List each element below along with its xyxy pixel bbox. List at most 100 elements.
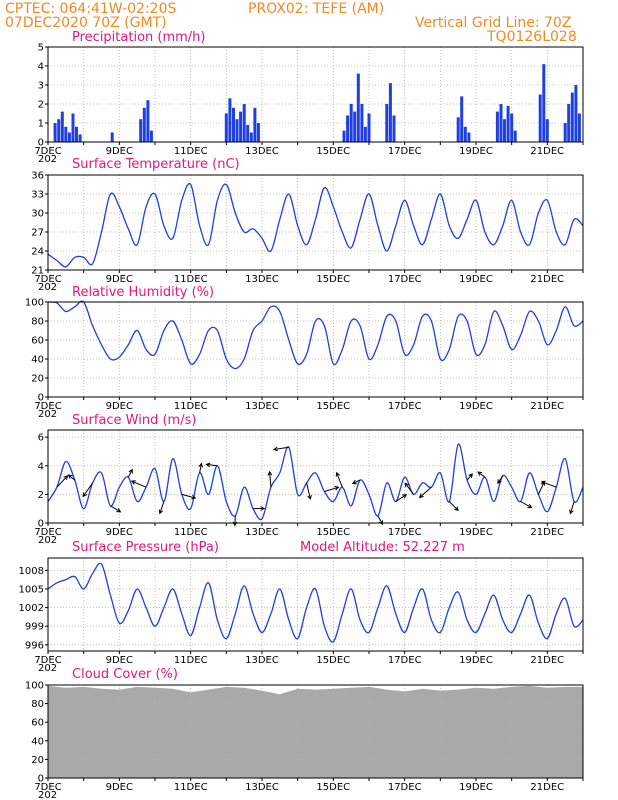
precip-bar [253, 107, 257, 142]
precip-bar [460, 96, 464, 142]
precip-bar [232, 107, 235, 142]
x-tick-label: 21DEC [530, 274, 564, 285]
precip-bar [545, 119, 549, 142]
wind-arrow [110, 505, 121, 513]
x-year-label: 202 [38, 663, 57, 674]
wind-arrow-head [454, 506, 459, 512]
wind-arrow-head [260, 506, 266, 511]
precip-bar [360, 104, 364, 142]
pressure-altitude: Model Altitude: 52.227 m [300, 540, 465, 555]
y-tick-label: 100 [25, 681, 44, 692]
y-tick-label: 5 [38, 43, 44, 54]
rh-series-line [47, 300, 584, 370]
x-tick-label: 13DEC [245, 782, 279, 793]
precip-bar [363, 126, 367, 142]
header-grid-line: Vertical Grid Line: 70Z [415, 15, 571, 31]
wind-arrow [541, 481, 557, 488]
header-date: 07DEC2020 70Z (GMT) [5, 15, 167, 31]
wind-arrow-head [191, 494, 197, 500]
y-tick-label: 0 [38, 393, 44, 404]
wind-arrow [269, 471, 272, 488]
wind-series-line [47, 443, 584, 521]
wind-title: Surface Wind (m/s) [72, 413, 196, 428]
x-tick-label: 17DEC [388, 401, 422, 412]
precip-bar [495, 111, 499, 142]
precip-bar [242, 104, 246, 142]
x-tick-label: 11DEC [174, 782, 208, 793]
rh-title: Relative Humidity (%) [72, 285, 214, 300]
precip-bar [503, 119, 506, 142]
precip-bar [570, 92, 574, 142]
precip-bar [228, 98, 232, 142]
precip-bar [506, 105, 510, 142]
wind-arrow-head [82, 492, 88, 498]
x-tick-label: 15DEC [316, 655, 350, 666]
y-tick-label: 21 [31, 266, 44, 277]
y-tick-label: 0 [38, 138, 44, 149]
precip-bar [538, 94, 542, 142]
x-tick-label: 13DEC [245, 401, 279, 412]
precip-bar [71, 113, 75, 142]
y-tick-label: 1008 [19, 566, 44, 577]
precip-bar [388, 83, 392, 142]
temp-frame [47, 174, 584, 271]
x-tick-label: 17DEC [388, 782, 422, 793]
precip-bar [60, 111, 64, 142]
y-tick-label: 80 [31, 317, 44, 328]
wind-arrow-head [128, 468, 133, 474]
wind-arrow [306, 482, 311, 500]
pressure-series-line [47, 562, 584, 643]
precip-bar [392, 115, 396, 142]
rh-panel: 0 20 40 60 80 100 7DEC 9DEC 11DEC 13DEC 15DEC 17DEC… [25, 298, 584, 420]
y-tick-label: 2 [38, 100, 44, 111]
y-tick-label: 36 [31, 171, 44, 182]
x-year-label: 202 [38, 154, 57, 165]
precip-bar [149, 130, 153, 142]
header-model: TQ0126L028 [486, 29, 577, 45]
x-tick-label: 7DEC [34, 146, 61, 157]
x-tick-label: 7DEC [34, 274, 61, 285]
wind-arrow-head [116, 508, 122, 513]
x-tick-label: 17DEC [388, 655, 422, 666]
y-tick-label: 4 [38, 461, 44, 472]
temp-title: Surface Temperature (nC) [72, 157, 240, 172]
x-tick-label: 15DEC [316, 527, 350, 538]
x-tick-label: 21DEC [530, 527, 564, 538]
x-year-label: 202 [38, 790, 57, 800]
wind-arrow [404, 482, 415, 495]
precip-bar [256, 123, 260, 142]
x-tick-label: 11DEC [174, 527, 208, 538]
precip-bar [574, 85, 578, 142]
x-tick-label: 13DEC [245, 655, 279, 666]
x-tick-label: 19DEC [459, 655, 493, 666]
x-tick-label: 17DEC [388, 527, 422, 538]
y-tick-label: 999 [25, 622, 44, 633]
x-tick-label: 7DEC [34, 401, 61, 412]
wind-arrow [273, 446, 289, 450]
wind-arrow [395, 494, 407, 502]
header-location: CPTEC: 064:41W-02:20S [5, 1, 176, 17]
x-tick-label: 19DEC [459, 274, 493, 285]
y-tick-label: 1 [38, 119, 44, 130]
wind-arrow [497, 475, 504, 484]
cloud-frame [47, 684, 584, 779]
precip-bar [463, 126, 467, 142]
wind-arrow [199, 463, 202, 473]
precip-title: Precipitation (mm/h) [72, 30, 205, 45]
precip-bar [342, 130, 346, 142]
precip-bar [385, 104, 389, 142]
x-year-label: 202 [38, 535, 57, 546]
precip-bar [139, 119, 143, 142]
x-tick-label: 9DEC [106, 401, 133, 412]
wind-arrow [131, 480, 147, 488]
wind-arrow [477, 471, 486, 478]
x-tick-label: 15DEC [316, 274, 350, 285]
cloud-title: Cloud Cover (%) [72, 667, 178, 682]
precip-bar [57, 119, 61, 142]
precip-frame [47, 46, 584, 143]
x-tick-label: 15DEC [316, 401, 350, 412]
x-tick-label: 15DEC [316, 782, 350, 793]
wind-arrow-head [477, 471, 483, 476]
wind-arrow-head [527, 503, 533, 509]
x-tick-label: 19DEC [459, 527, 493, 538]
